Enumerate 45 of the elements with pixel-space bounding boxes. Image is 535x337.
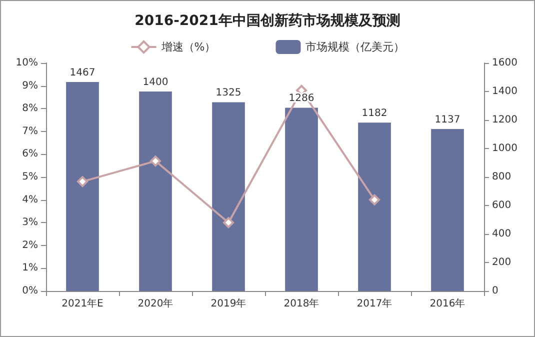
y-tick-label: 0%	[22, 286, 38, 296]
data-label: 1467	[70, 67, 96, 78]
legend-label: 增速（%）	[160, 40, 216, 54]
point	[150, 156, 161, 167]
bar	[139, 92, 172, 291]
y-tick-label: 4%	[22, 194, 38, 206]
x-tick-label: 2019年	[210, 298, 246, 310]
x-tick-label: 2016年	[430, 298, 466, 310]
y-tick-label: 2%	[22, 240, 38, 251]
bar	[66, 82, 99, 291]
bar	[358, 122, 391, 291]
chart-title: 2016-2021年中国创新药市场规模及预测	[134, 12, 400, 29]
y2-tick-label: 800	[492, 172, 512, 182]
y-tick-label: 1%	[22, 262, 38, 274]
bar	[431, 128, 464, 291]
point	[369, 194, 380, 206]
y-tick-label: 8%	[22, 103, 38, 114]
y2-tick-label: 400	[492, 228, 512, 240]
data-label: 1137	[434, 114, 460, 126]
y-tick-label: 5%	[22, 172, 38, 182]
y2-tick-label: 1600	[492, 58, 518, 68]
legend-label: 市场规模（亿美元）	[306, 40, 405, 54]
bar	[285, 108, 318, 291]
y-tick-label: 6%	[22, 148, 38, 160]
y2-tick-label: 200	[492, 257, 512, 268]
y2-tick-label: 600	[492, 200, 512, 211]
y2-tick-label: 1400	[492, 86, 518, 97]
y-tick-label: 9%	[22, 80, 38, 92]
y2-tick-label: 1000	[492, 143, 518, 154]
x-tick-label: 2021年E	[62, 298, 104, 310]
y-tick-label: 7%	[22, 126, 38, 137]
x-tick-label: 2018年	[284, 298, 320, 310]
y-tick-label: 10%	[16, 58, 38, 68]
point	[223, 217, 234, 228]
data-label: 1325	[216, 88, 242, 99]
data-label: 1182	[362, 108, 388, 120]
data-label: 1286	[288, 93, 314, 104]
y2-tick-label: 0	[492, 286, 498, 296]
y2-tick-label: 1200	[492, 114, 518, 126]
y-tick-label: 3%	[22, 217, 38, 228]
data-label: 1400	[142, 77, 168, 88]
bar	[212, 102, 245, 291]
x-tick-label: 2020年	[138, 298, 174, 310]
point	[77, 176, 88, 188]
x-tick-label: 2017年	[356, 298, 392, 310]
